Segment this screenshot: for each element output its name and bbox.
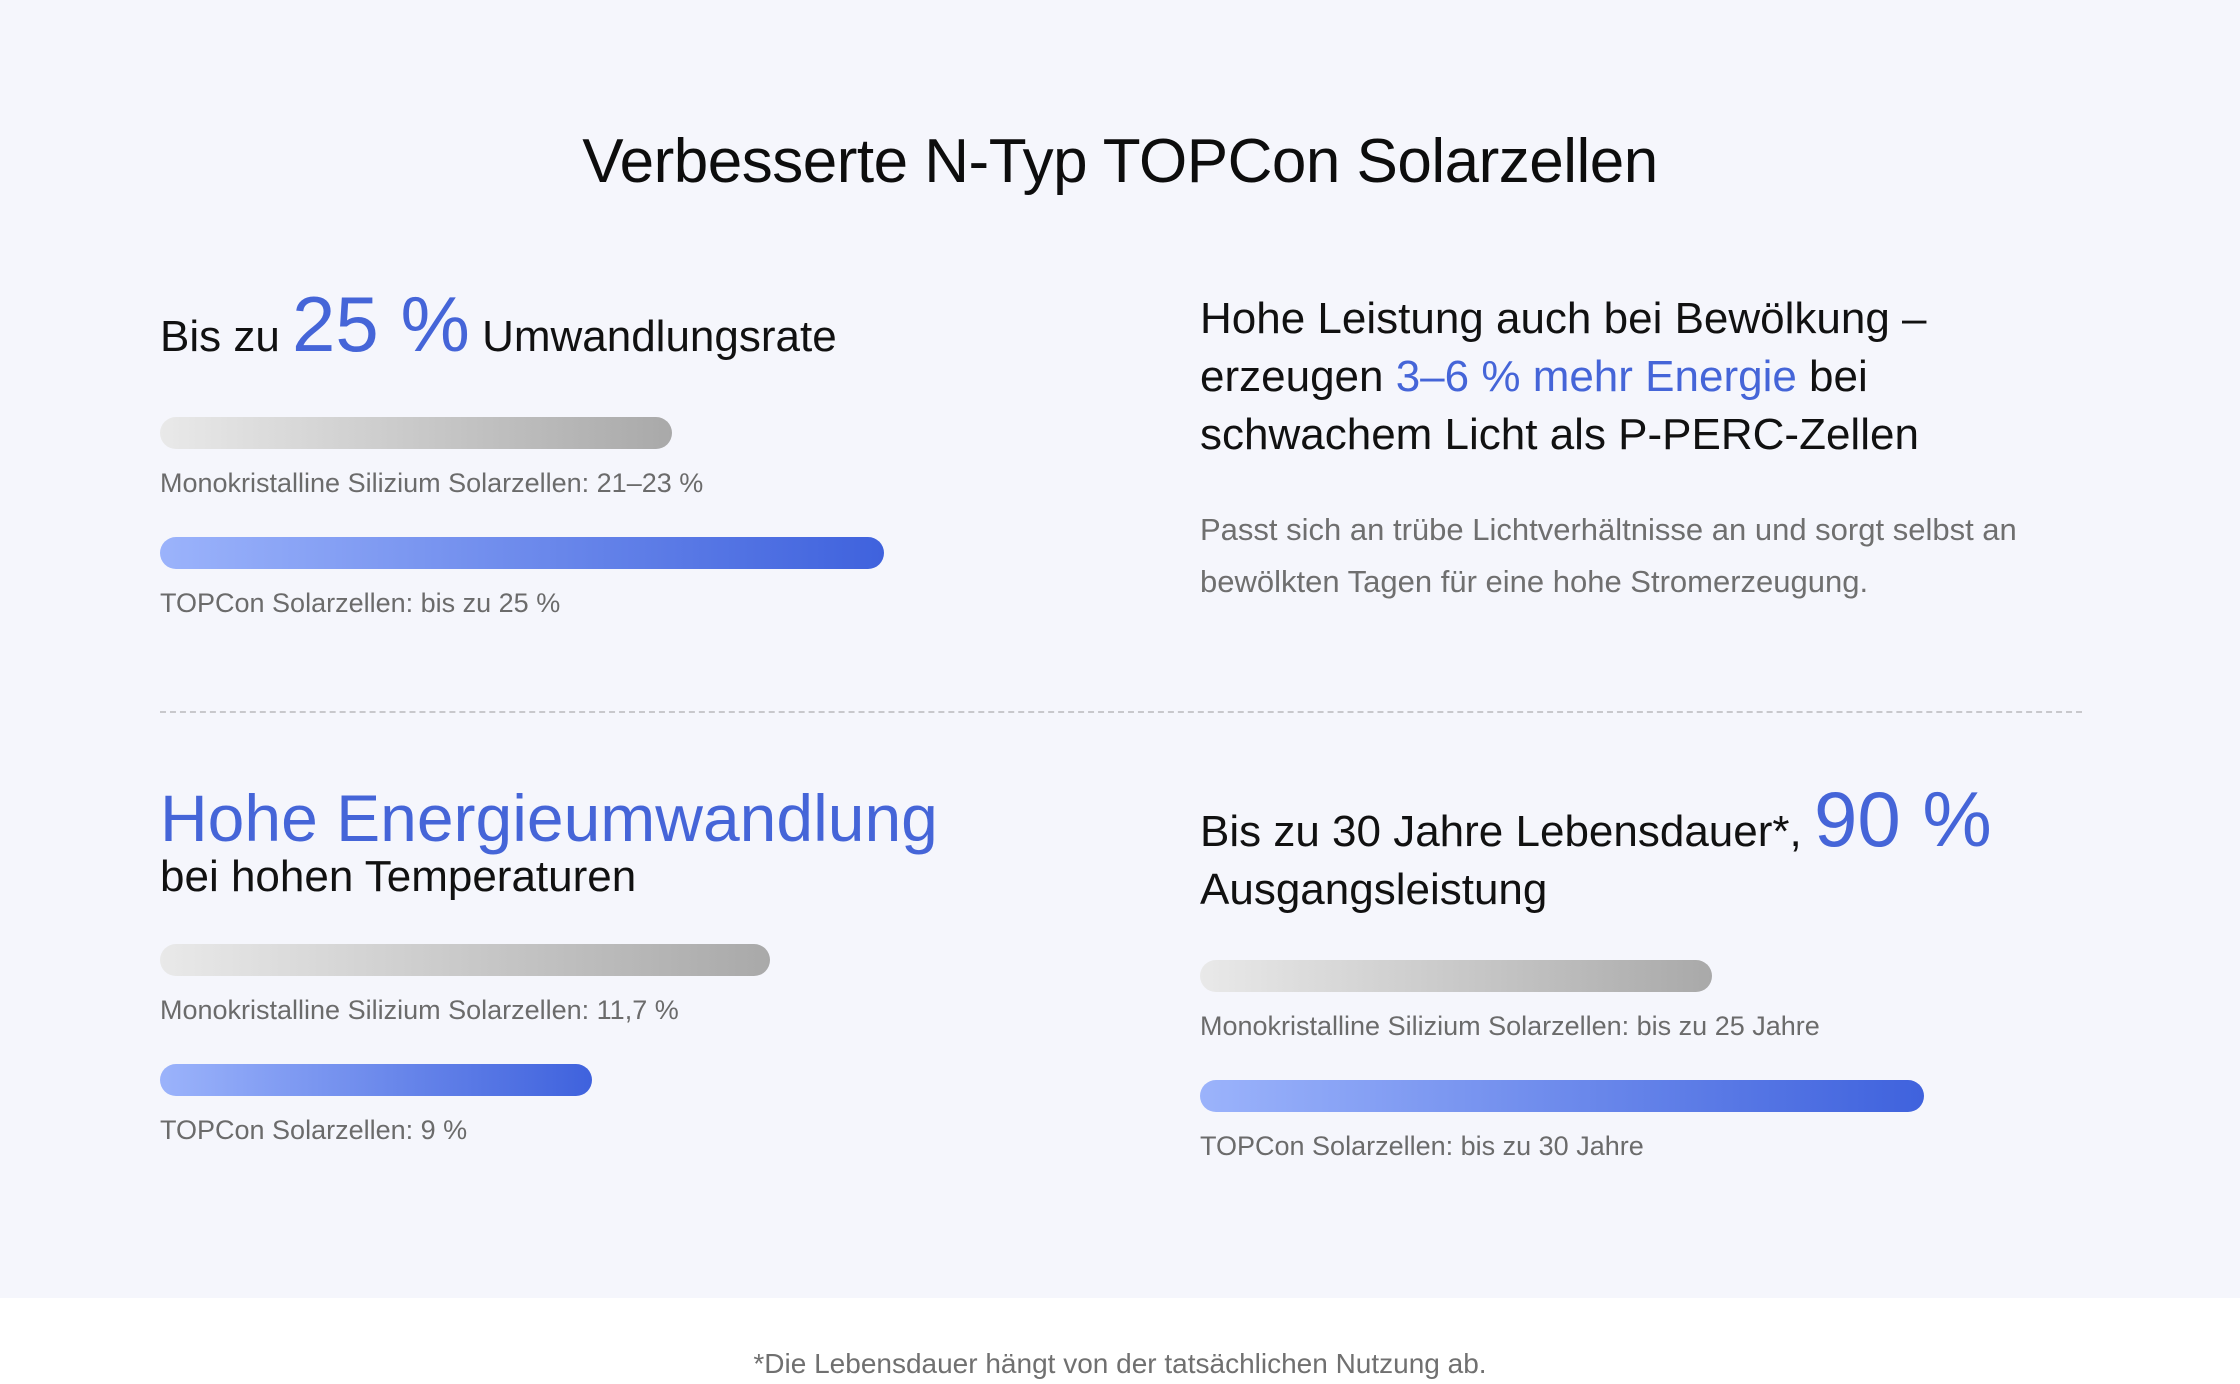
cloudy-line2-prefix: erzeugen: [1200, 352, 1396, 401]
lifetime-bar-topcon-label: TOPCon Solarzellen: bis zu 30 Jahre: [1200, 1131, 1644, 1161]
conversion-prefix: Bis zu: [160, 312, 293, 361]
conversion-suffix: Umwandlungsrate: [469, 312, 837, 361]
cloudy-heading: Hohe Leistung auch bei Bewölkung – erzeu…: [1200, 290, 2100, 464]
cloudy-heading-line2: erzeugen 3–6 % mehr Energie bei: [1200, 348, 2100, 406]
conversion-heading: Bis zu 25 % Umwandlungsrate: [160, 285, 1100, 366]
lifetime-highlight: 90 %: [1813, 775, 1992, 863]
lifetime-heading: Bis zu 30 Jahre Lebensdauer*, 90 % Ausga…: [1200, 780, 2160, 919]
lifetime-bar-topcon: [1200, 1080, 1924, 1112]
lifetime-heading-line2: Ausgangsleistung: [1200, 865, 1548, 914]
lifetime-heading-line1: Bis zu 30 Jahre Lebensdauer*, 90 %: [1200, 780, 2160, 861]
page-title: Verbesserte N-Typ TOPCon Solarzellen: [582, 127, 1658, 196]
temperature-bar-topcon-label: TOPCon Solarzellen: 9 %: [160, 1115, 468, 1145]
conversion-bar-topcon: [160, 537, 884, 569]
conversion-bar-mono-label: Monokristalline Silizium Solarzellen: 21…: [160, 468, 704, 498]
cloudy-description-line2: bewölkten Tagen für eine hohe Stromerzeu…: [1200, 564, 1869, 599]
cloudy-description-line1: Passt sich an trübe Lichtverhältnisse an…: [1200, 512, 2017, 547]
temperature-highlight: Hohe Energieumwandlung: [160, 781, 938, 855]
conversion-bar-mono: [160, 417, 672, 449]
lifetime-prefix: Bis zu 30 Jahre Lebensdauer*,: [1200, 807, 1814, 856]
cloudy-line2-suffix: bei: [1796, 352, 1868, 401]
lifetime-bar-mono-label: Monokristalline Silizium Solarzellen: bi…: [1200, 1011, 1820, 1041]
cloudy-line2-highlight: 3–6 % mehr Energie: [1395, 352, 1797, 401]
footnote: *Die Lebensdauer hängt von der tatsächli…: [753, 1348, 1487, 1379]
cloudy-block: Hohe Leistung auch bei Bewölkung – erzeu…: [1200, 290, 2100, 608]
cloudy-description: Passt sich an trübe Lichtverhältnisse an…: [1200, 504, 2100, 608]
temperature-block: Hohe Energieumwandlung bei hohen Tempera…: [160, 780, 1140, 906]
temperature-bar-mono: [160, 944, 770, 976]
temperature-bar-topcon: [160, 1064, 592, 1096]
cloudy-heading-line3: schwachem Licht als P-PERC-Zellen: [1200, 410, 1919, 459]
conversion-highlight: 25 %: [292, 280, 470, 368]
temperature-subline: bei hohen Temperaturen: [160, 852, 637, 901]
lifetime-bar-mono: [1200, 960, 1712, 992]
cloudy-heading-line1: Hohe Leistung auch bei Bewölkung –: [1200, 294, 1927, 343]
section-divider: [160, 711, 2082, 713]
conversion-block: Bis zu 25 % Umwandlungsrate: [160, 285, 1100, 366]
temperature-bar-mono-label: Monokristalline Silizium Solarzellen: 11…: [160, 995, 679, 1025]
conversion-bar-topcon-label: TOPCon Solarzellen: bis zu 25 %: [160, 588, 561, 618]
lifetime-block: Bis zu 30 Jahre Lebensdauer*, 90 % Ausga…: [1200, 780, 2160, 919]
